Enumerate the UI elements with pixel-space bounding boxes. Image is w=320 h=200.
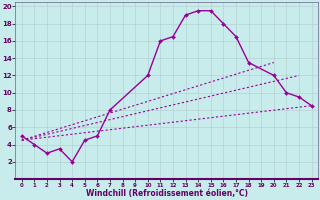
X-axis label: Windchill (Refroidissement éolien,°C): Windchill (Refroidissement éolien,°C) bbox=[86, 189, 248, 198]
